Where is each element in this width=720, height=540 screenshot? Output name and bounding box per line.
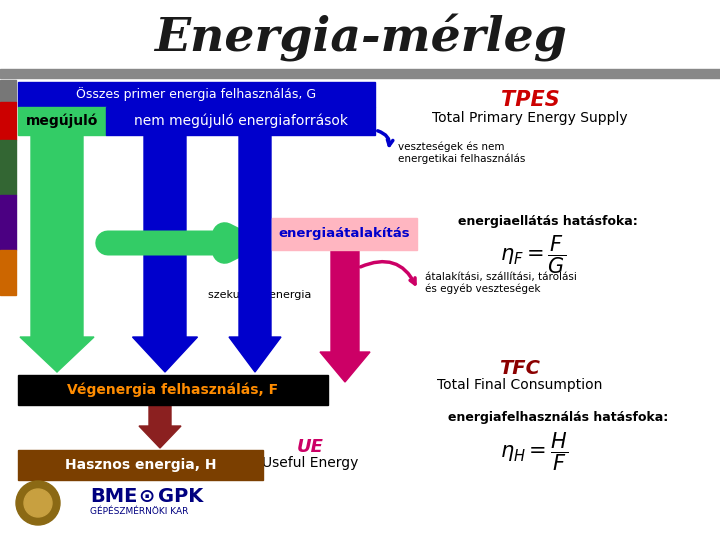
FancyArrow shape (132, 135, 197, 372)
Text: megújuló: megújuló (26, 114, 98, 128)
Bar (106, 107, 375, 135)
Circle shape (24, 489, 52, 517)
Bar (0, 102, 16, 140)
FancyArrow shape (20, 135, 94, 372)
Bar (0, 140, 16, 195)
FancyArrow shape (229, 135, 281, 372)
Circle shape (16, 481, 60, 525)
Bar (18, 450, 263, 480)
Text: energiaellátás hatásfoka:: energiaellátás hatásfoka: (458, 215, 638, 228)
Text: Useful Energy: Useful Energy (262, 456, 358, 470)
Text: veszteségek és nem
energetikai felhasználás: veszteségek és nem energetikai felhaszná… (398, 141, 526, 164)
Text: átalakítási, szállítási, tárolási
és egyéb veszteségek: átalakítási, szállítási, tárolási és egy… (425, 272, 577, 294)
Bar (18, 82, 375, 107)
Text: energiafelhasználás hatásfoka:: energiafelhasználás hatásfoka: (448, 411, 668, 424)
Text: TFC: TFC (500, 359, 541, 377)
Text: nem megújuló energiaforrások: nem megújuló energiaforrások (133, 114, 348, 128)
Bar (0, 69, 720, 78)
Text: GÉPÉSZMÉRNÖKI KAR: GÉPÉSZMÉRNÖKI KAR (90, 508, 189, 516)
Text: Végenergia felhasználás, F: Végenergia felhasználás, F (68, 383, 279, 397)
Text: Total Primary Energy Supply: Total Primary Energy Supply (432, 111, 628, 125)
FancyArrow shape (139, 405, 181, 448)
Text: TPES: TPES (500, 90, 559, 110)
Bar (272, 218, 417, 250)
Text: Energia-mérleg: Energia-mérleg (153, 14, 567, 62)
Bar (0, 80, 16, 102)
Text: ⊙: ⊙ (138, 488, 154, 507)
Text: energiaátalakítás: energiaátalakítás (279, 227, 410, 240)
Text: GPK: GPK (158, 488, 203, 507)
Text: $\eta_H = \dfrac{H}{F}$: $\eta_H = \dfrac{H}{F}$ (500, 431, 568, 473)
Text: BME: BME (90, 488, 138, 507)
Text: Összes primer energia felhasználás, G: Összes primer energia felhasználás, G (76, 87, 317, 102)
Text: Hasznos energia, H: Hasznos energia, H (65, 458, 216, 472)
Bar (0, 195, 16, 250)
Text: UE: UE (297, 438, 323, 456)
FancyArrow shape (320, 250, 370, 382)
Text: $\eta_F = \dfrac{F}{G}$: $\eta_F = \dfrac{F}{G}$ (500, 234, 566, 276)
Bar (18, 107, 106, 135)
Bar (0, 250, 16, 295)
Bar (18, 375, 328, 405)
Text: Total Final Consumption: Total Final Consumption (437, 378, 603, 392)
Text: szekunder energia: szekunder energia (208, 290, 312, 300)
